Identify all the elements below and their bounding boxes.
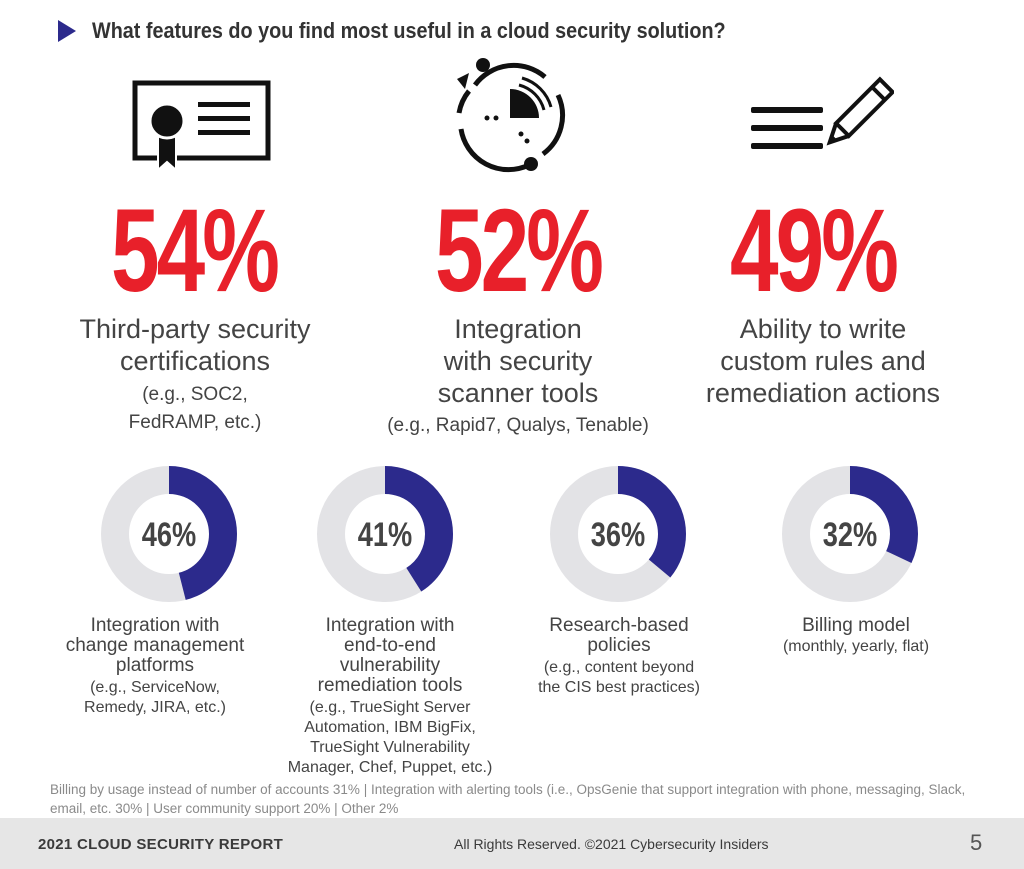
donut-41-detail: (e.g., TrueSight Server Automation, IBM … [287,699,493,776]
donut-arc-32 [782,466,918,602]
donut-36-detail: (e.g., content beyond the CIS best pract… [538,659,700,696]
stat-49-value: 49% [730,185,899,317]
stat-52-label: Integration with security scanner tools [437,314,599,408]
other-responses-note: Billing by usage instead of number of ac… [50,782,966,816]
certificate-icon [132,80,271,173]
copyright-text: All Rights Reserved. ©2021 Cybersecurity… [454,836,769,852]
donut-36-value: 36% [590,516,646,554]
donut-46-label: Integration with change management platf… [65,615,245,676]
donut-arc-41 [317,466,453,602]
stat-52-value: 52% [435,185,604,317]
stat-49-label: Ability to write custom rules and remedi… [705,314,941,408]
donut-arc-46 [101,466,237,602]
donut-32-label: Billing model [802,615,910,636]
stat-54-detail: (e.g., SOC2, FedRAMP, etc.) [128,384,262,433]
donut-46-value: 46% [141,516,197,554]
donut-46-detail: (e.g., ServiceNow, Remedy, JIRA, etc.) [84,679,226,716]
pencil-list-icon [751,76,894,149]
question-title: What features do you find most useful in… [92,18,726,43]
donut-chart-41 [317,466,453,602]
donut-36-label: Research-based policies [549,615,689,656]
donut-41-value: 41% [357,516,413,554]
report-title: 2021 CLOUD SECURITY REPORT [38,836,284,853]
radar-scanner-icon [456,58,566,173]
page-footer: 2021 CLOUD SECURITY REPORT All Rights Re… [0,818,1024,869]
stat-52-detail: (e.g., Rapid7, Qualys, Tenable) [387,415,649,436]
stat-54-value: 54% [111,185,280,317]
donut-41-label: Integration with end-to-end vulnerabilit… [317,615,463,696]
stat-54-label: Third-party security certifications [79,314,311,376]
donut-arc-36 [550,466,686,602]
donut-32-value: 32% [822,516,878,554]
donut-chart-36 [550,466,686,602]
donut-chart-46 [101,466,237,602]
question-header: What features do you find most useful in… [58,18,796,44]
page-number: 5 [970,830,983,855]
donut-32-detail: (monthly, yearly, flat) [782,638,930,655]
donut-chart-32 [782,466,918,602]
play-triangle-icon [58,20,76,42]
